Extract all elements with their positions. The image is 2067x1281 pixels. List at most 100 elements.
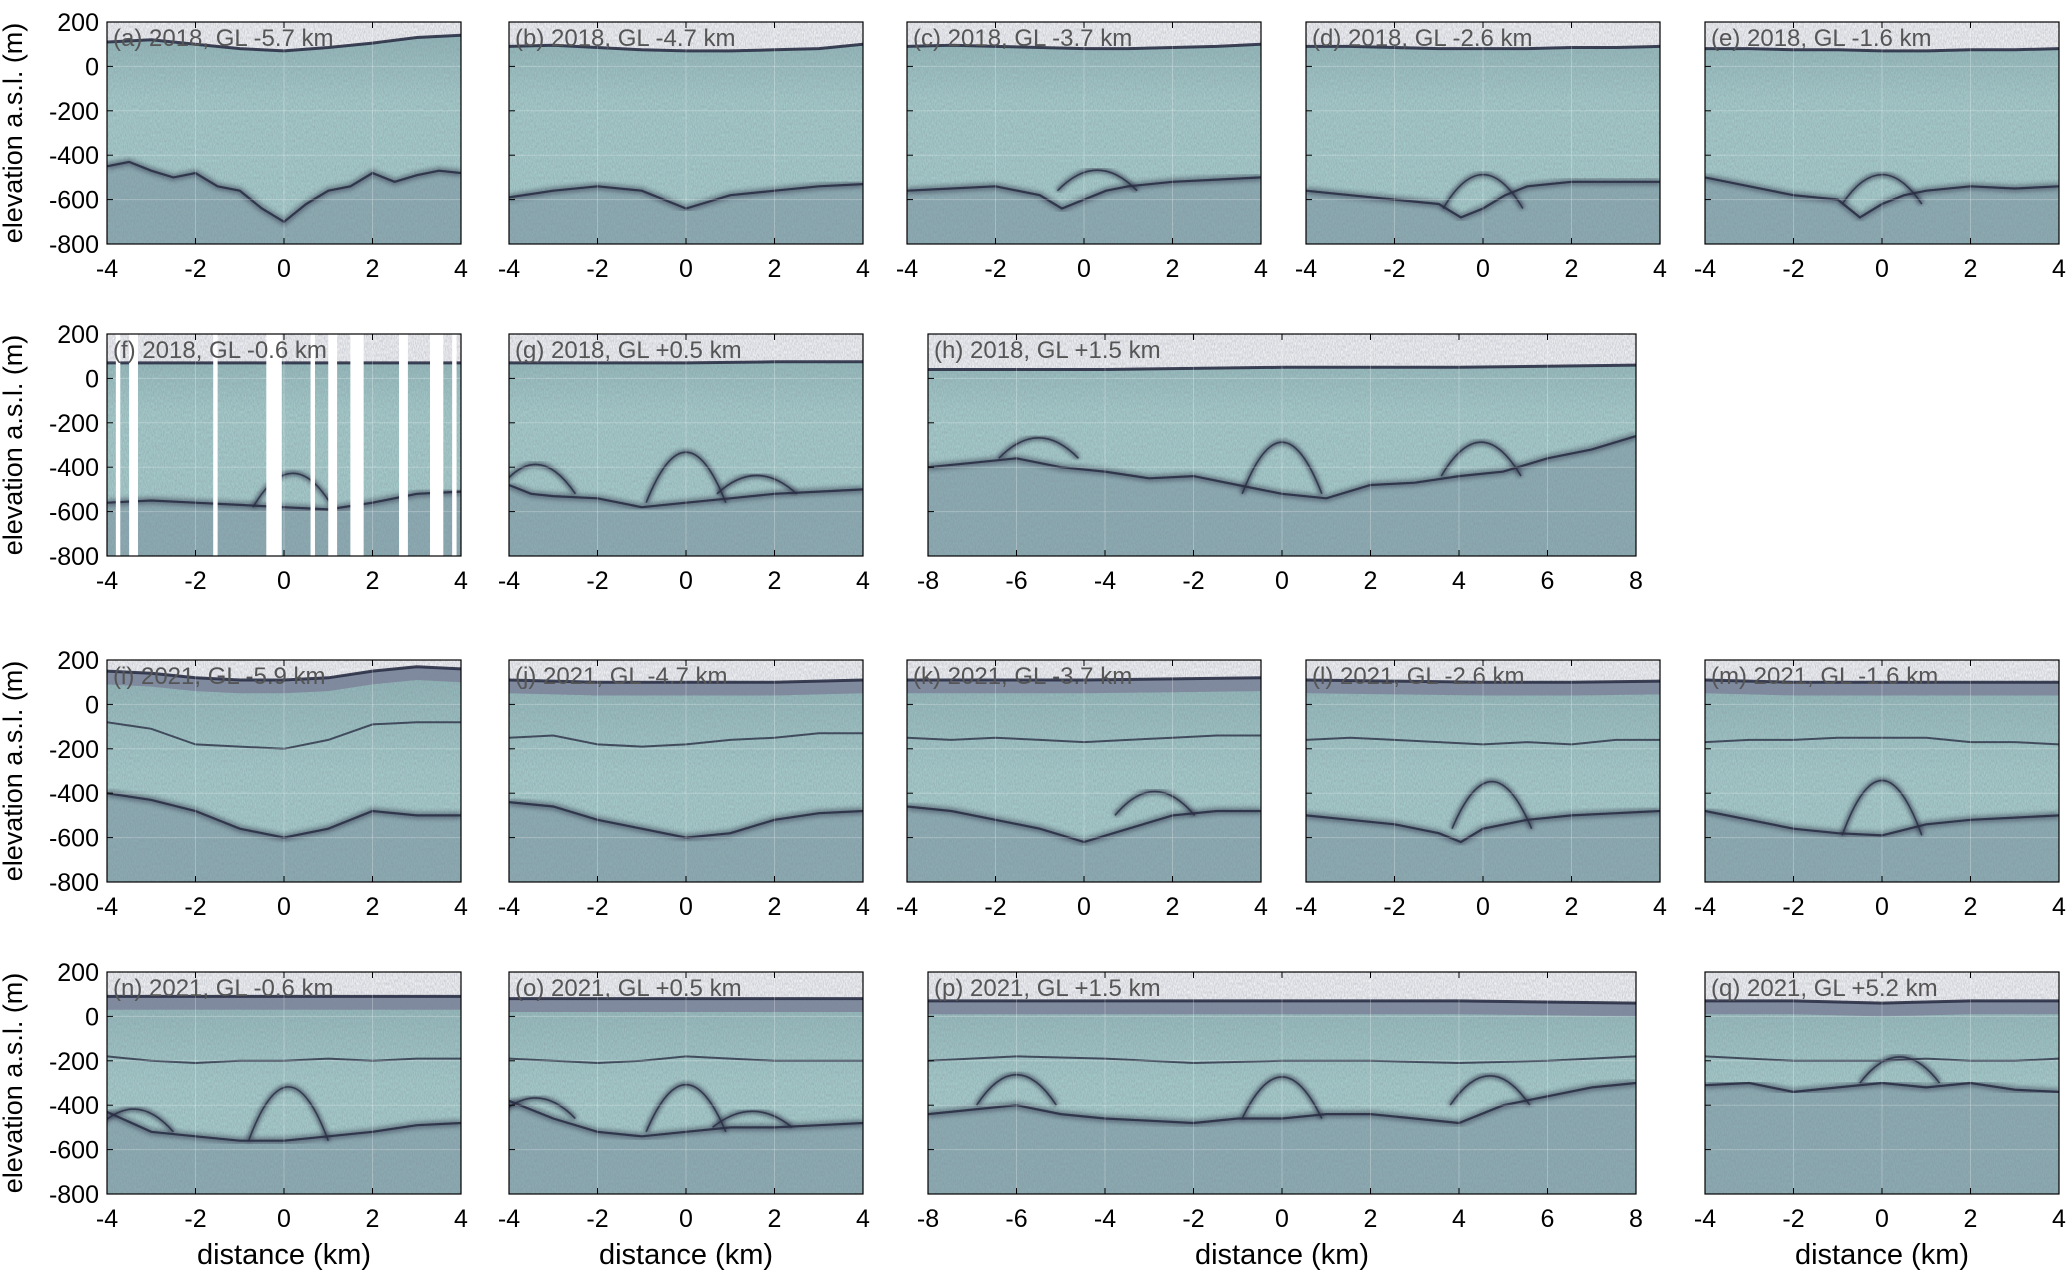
x-tick-label: -2	[1782, 893, 1804, 921]
y-tick-label: -400	[49, 780, 99, 808]
x-tick-label: 4	[2052, 893, 2066, 921]
x-tick-label: -2	[586, 255, 608, 283]
x-tick-label: -4	[498, 893, 520, 921]
panel-title-j: (j) 2021, GL -4.7 km	[515, 663, 728, 690]
x-tick-label: -4	[498, 1205, 520, 1233]
x-tick-label: -2	[184, 893, 206, 921]
data-gap	[115, 334, 121, 556]
basal-reflector	[509, 801, 863, 839]
panel-title-f: (f) 2018, GL -0.6 km	[113, 337, 327, 364]
x-tick-label: 4	[856, 893, 870, 921]
basal-reflector	[107, 160, 461, 224]
internal-reflector	[928, 1055, 1636, 1065]
speckle-texture	[1306, 660, 1660, 882]
y-tick-label: -600	[49, 187, 99, 215]
surface-reflector	[928, 363, 1636, 371]
speckle-texture	[107, 660, 461, 882]
basal-reflector	[1306, 809, 1660, 844]
x-tick-label: 4	[2052, 255, 2066, 283]
surface-reflector	[928, 999, 1636, 1005]
panel-title-a: (a) 2018, GL -5.7 km	[113, 25, 334, 52]
panel-h: (h) 2018, GL +1.5 km -8 -6 -4 -2 0 2 4 6 8	[917, 333, 1643, 595]
x-tick-label: 2	[1364, 567, 1378, 595]
data-gap	[452, 334, 457, 556]
grid	[928, 972, 1636, 1194]
panel-n: (n) 2021, GL -0.6 km -4 -2 0 2 4 200 0 -200 -400 -…	[49, 959, 468, 1233]
grid	[1705, 22, 2059, 244]
panel-q: (q) 2021, GL +5.2 km -4 -2 0 2 4	[1694, 971, 2066, 1233]
channel-apex-line	[1241, 1076, 1323, 1119]
basal-reflector	[928, 1081, 1636, 1125]
x-tick-label: 0	[679, 255, 693, 283]
y-tick-label: 0	[85, 365, 99, 393]
x-tick-label: 2	[1964, 255, 1978, 283]
data-gap	[310, 334, 315, 556]
x-tick-label: 0	[277, 893, 291, 921]
y-axis-label: elevation a.s.l. (m)	[0, 973, 28, 1194]
panel-title-e: (e) 2018, GL -1.6 km	[1711, 25, 1932, 52]
basal-reflector	[509, 1099, 863, 1138]
x-tick-label: 6	[1541, 1205, 1555, 1233]
x-tick-label: 0	[1875, 1205, 1889, 1233]
data-gap	[213, 334, 218, 556]
basal-reflector	[928, 435, 1636, 500]
channel-apex-line	[1440, 441, 1522, 477]
x-tick-label: 4	[1254, 255, 1268, 283]
channel-apex-line	[1859, 1056, 1941, 1084]
y-tick-label: -200	[49, 736, 99, 764]
panel-title-c: (c) 2018, GL -3.7 km	[913, 25, 1132, 52]
x-tick-label: 2	[1364, 1205, 1378, 1233]
x-tick-label: 0	[1275, 1205, 1289, 1233]
x-axis-label: distance (km)	[599, 1239, 773, 1271]
x-tick-label: 4	[856, 567, 870, 595]
radargram-i	[107, 660, 461, 882]
panel-f: (f) 2018, GL -0.6 km -4 -2 0 2 4 200 0 -200 -400 -…	[49, 321, 468, 595]
x-tick-label: -6	[1005, 1205, 1027, 1233]
x-tick-label: 8	[1629, 1205, 1643, 1233]
x-axis-label: distance (km)	[197, 1239, 371, 1271]
x-tick-label: 0	[277, 1205, 291, 1233]
internal-reflector	[907, 734, 1261, 744]
x-tick-label: 6	[1541, 567, 1555, 595]
x-tick-label: 2	[768, 567, 782, 595]
grid	[509, 972, 863, 1194]
y-tick-label: -800	[49, 543, 99, 571]
panel-title-q: (q) 2021, GL +5.2 km	[1711, 975, 1938, 1002]
internal-reflector	[1705, 736, 2059, 746]
x-tick-label: -4	[1094, 567, 1116, 595]
basal-reflector	[907, 176, 1261, 210]
x-tick-label: 2	[1565, 893, 1579, 921]
panel-m: (m) 2021, GL -1.6 km -4 -2 0 2 4	[1694, 659, 2066, 921]
basal-reflector	[107, 1110, 461, 1142]
y-axis-label: elevation a.s.l. (m)	[0, 335, 28, 556]
speckle-texture	[107, 22, 461, 244]
basal-reflector	[1306, 180, 1660, 219]
radargram-m	[1705, 660, 2059, 882]
x-tick-label: 4	[1653, 893, 1667, 921]
y-tick-label: -400	[49, 142, 99, 170]
radargram-q	[1705, 972, 2059, 1194]
x-tick-label: 4	[856, 1205, 870, 1233]
x-tick-label: 2	[1166, 255, 1180, 283]
x-tick-label: 2	[366, 1205, 380, 1233]
panel-g: (g) 2018, GL +0.5 km -4 -2 0 2 4	[498, 333, 870, 595]
y-tick-label: -800	[49, 869, 99, 897]
x-tick-label: -4	[1694, 1205, 1716, 1233]
channel-apex-line	[645, 1084, 727, 1133]
x-tick-label: 0	[1476, 893, 1490, 921]
x-tick-label: -2	[1182, 1205, 1204, 1233]
y-tick-label: -800	[49, 231, 99, 259]
channel-apex-line	[509, 1097, 576, 1120]
y-tick-label: 200	[57, 959, 99, 987]
y-tick-label: -400	[49, 454, 99, 482]
grid	[107, 660, 461, 882]
radargram-k	[907, 660, 1261, 882]
grid	[1306, 22, 1660, 244]
x-tick-label: 0	[1875, 893, 1889, 921]
panel-c: (c) 2018, GL -3.7 km -4 -2 0 2 4	[896, 21, 1268, 283]
y-tick-label: -600	[49, 1137, 99, 1165]
channel-apex-line	[247, 1086, 330, 1141]
panel-title-h: (h) 2018, GL +1.5 km	[934, 337, 1161, 364]
radargram-d	[1306, 22, 1660, 244]
